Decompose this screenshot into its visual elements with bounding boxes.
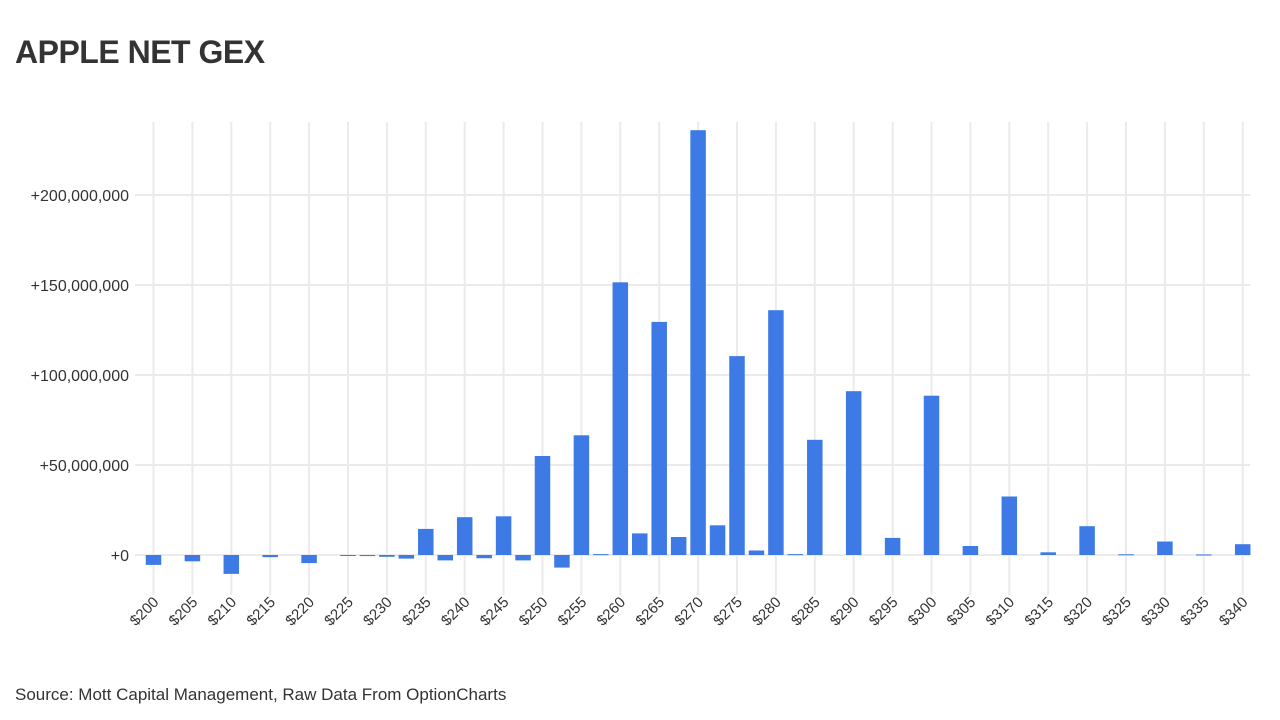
bar-$272.5 [709,525,726,555]
bar-$245 [495,516,512,555]
x-tick-label: $280 [749,594,785,630]
x-tick-label: $285 [788,594,824,630]
bar-$227.5 [359,555,376,557]
bar-$250 [534,456,551,555]
x-tick-label: $225 [321,594,357,630]
bar-$260 [612,282,629,555]
bar-$340 [1234,544,1251,555]
bar-$270 [690,130,706,555]
bar-$265 [651,321,667,555]
x-tick-label: $255 [555,594,591,630]
x-tick-label: $290 [827,594,863,630]
bar-$220 [301,555,317,564]
x-tick-label: $305 [944,594,980,630]
bar-$300 [923,395,940,555]
bar-$275 [729,356,745,555]
x-tick-label: $200 [127,594,163,630]
x-tick-label: $270 [671,594,707,630]
x-tick-label: $220 [282,594,318,630]
bar-$325 [1118,554,1134,556]
x-tick-label: $300 [905,594,941,630]
y-tick-label: +200,000,000 [31,188,129,205]
x-tick-label: $240 [438,594,474,630]
bar-$290 [845,391,862,555]
bar-$232.5 [398,555,415,559]
x-tick-label: $330 [1138,594,1174,630]
bar-$247.5 [515,555,531,561]
y-tick-label: +0 [111,548,129,565]
bar-$277.5 [748,550,765,555]
bar-$262.5 [632,533,648,555]
x-tick-label: $205 [166,594,202,630]
x-tick-label: $265 [632,594,668,630]
bar-$215 [262,555,278,558]
bar-$330 [1157,541,1173,555]
y-tick-label: +150,000,000 [31,278,129,295]
x-tick-label: $210 [205,594,241,630]
bar-chart: +0 +50,000,000 +100,000,000 +150,000,000 +20… [31,122,1252,630]
bar-$200 [145,555,162,565]
bars [145,130,1251,574]
bar-$305 [962,546,979,555]
y-tick-label: +50,000,000 [40,458,130,475]
bar-$225 [340,555,356,556]
y-axis-ticks: +0 +50,000,000 +100,000,000 +150,000,000 +20… [31,188,129,565]
bar-$282.5 [787,554,804,556]
bar-$252.5 [554,555,570,568]
chart-title: APPLE NET GEX [15,34,265,70]
x-tick-label: $340 [1216,594,1252,630]
x-tick-label: $325 [1099,594,1135,630]
x-tick-label: $315 [1021,594,1057,630]
bar-$237.5 [437,555,453,561]
bar-$235 [418,528,434,555]
bar-$267.5 [670,537,687,555]
x-tick-label: $235 [399,594,435,630]
bar-$210 [223,555,240,574]
bar-$295 [884,537,901,555]
x-tick-label: $275 [710,594,746,630]
x-axis-ticks: $200 $205 $210 $215 $220 $225 $230 $235 $240 $245… [127,594,1252,630]
bar-$310 [1001,496,1018,555]
bar-$320 [1079,526,1095,555]
bar-$230 [379,555,395,557]
source-note: Source: Mott Capital Management, Raw Dat… [15,685,507,704]
bar-$335 [1196,554,1212,556]
bar-$257.5 [593,554,609,556]
x-tick-label: $310 [983,594,1019,630]
x-tick-label: $250 [516,594,552,630]
x-tick-label: $260 [594,594,630,630]
bar-$205 [184,555,201,562]
x-tick-label: $335 [1177,594,1213,630]
bar-$255 [573,435,590,555]
x-tick-label: $295 [866,594,902,630]
x-tick-label: $245 [477,594,513,630]
bar-$280 [768,310,784,555]
bar-$242.5 [476,555,492,559]
x-tick-label: $230 [360,594,396,630]
bar-$315 [1040,552,1056,555]
x-tick-label: $215 [243,594,279,630]
bar-$285 [807,439,823,555]
y-tick-label: +100,000,000 [31,368,129,385]
x-tick-label: $320 [1060,594,1096,630]
bar-$240 [456,517,473,555]
